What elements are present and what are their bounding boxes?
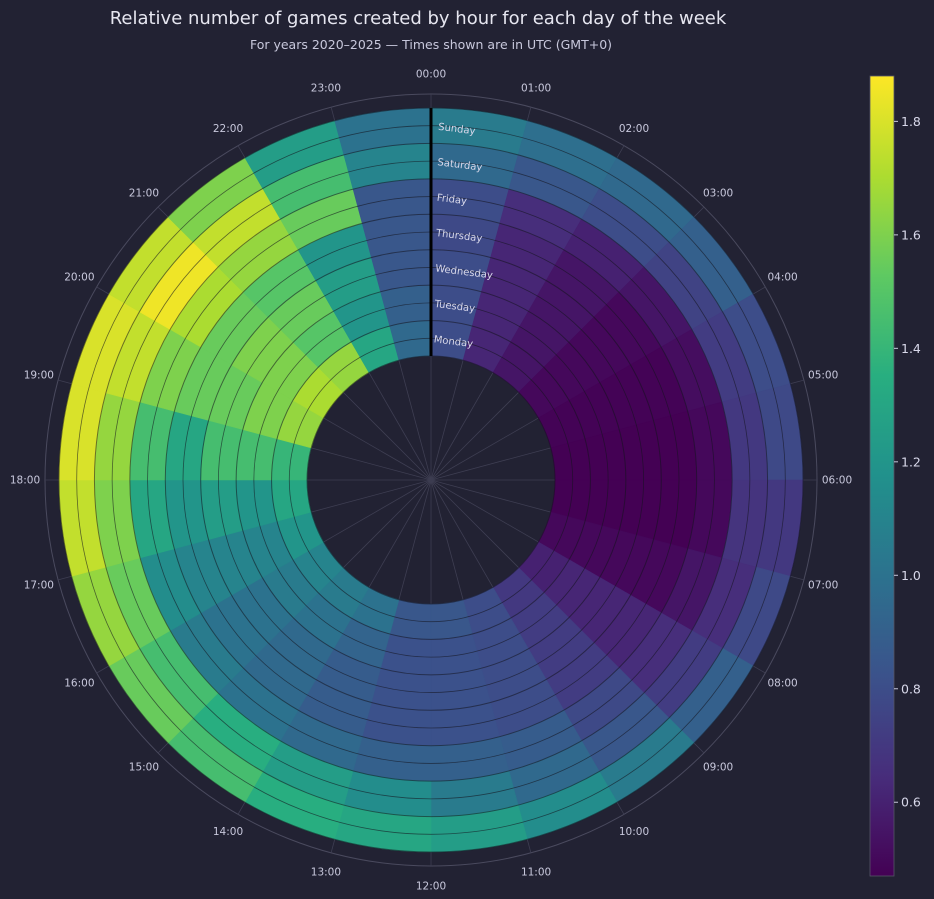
hour-tick-label: 04:00 [767,272,797,284]
heatmap-cell [235,479,278,531]
colorbar-tick-label: 1.8 [901,114,921,129]
labels: 00:00 01:00 02:00 03:00 04:00 05:00 06:00 07:00… [10,69,852,893]
chart-title: Relative number of games created by hour… [109,8,727,29]
hour-tick-label: 10:00 [619,826,649,838]
hour-tick-label: 21:00 [129,187,159,199]
hour-tick-label: 06:00 [822,475,852,487]
hour-tick-label: 20:00 [64,272,94,284]
colorbar-tick-label: 1.0 [901,568,921,583]
colorbar-tick-label: 1.2 [901,454,921,469]
hour-tick-label: 15:00 [129,762,159,774]
hour-tick-label: 13:00 [311,867,341,879]
hour-tick-label: 01:00 [521,82,551,94]
colorbar-tick-label: 1.4 [901,341,921,356]
hour-tick-label: 07:00 [808,580,838,592]
ring-overlay [58,107,804,853]
hour-tick-label: 00:00 [416,69,446,81]
hour-tick-label: 09:00 [703,762,733,774]
hour-tick-label: 19:00 [24,369,54,381]
hour-tick-label: 12:00 [416,881,446,893]
heatmap-cell [584,429,627,481]
heatmap-cell [380,284,432,327]
hour-tick-label: 18:00 [10,475,40,487]
hour-tick-label: 23:00 [311,82,341,94]
chart-subtitle: For years 2020–2025 — Times shown are in… [249,37,613,52]
day-label: Saturday [437,157,483,173]
hour-tick-label: 03:00 [703,187,733,199]
heatmap-cell [430,633,482,676]
hour-tick-label: 22:00 [213,123,243,135]
hour-tick-label: 08:00 [767,678,797,690]
hour-tick-label: 02:00 [619,123,649,135]
colorbar: 0.6 0.8 1.0 1.2 1.4 1.6 1.8 [869,75,921,877]
colorbar-tick-label: 0.8 [901,681,921,696]
hour-tick-label: 14:00 [213,826,243,838]
day-label: Tuesday [433,299,476,315]
day-label: Friday [436,193,468,208]
hour-tick-label: 05:00 [808,369,838,381]
hour-tick-label: 17:00 [24,580,54,592]
colorbar-tick-label: 1.6 [901,227,921,242]
colorbar-gradient [869,75,895,877]
colorbar-tick-label: 0.6 [901,795,921,810]
day-label: Monday [433,334,474,350]
hour-tick-label: 11:00 [521,867,551,879]
hour-tick-label: 16:00 [64,678,94,690]
day-label: Sunday [438,122,477,137]
